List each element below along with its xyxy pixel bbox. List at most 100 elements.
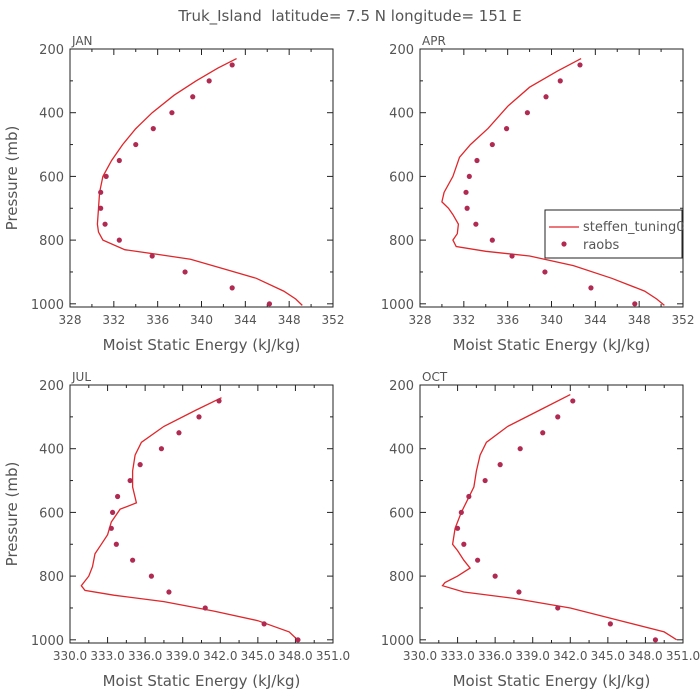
x-tick-label: 348.0 (628, 649, 662, 663)
raobs-point (150, 126, 156, 132)
plot-frame (69, 48, 334, 308)
x-tick-label: 348.0 (278, 649, 312, 663)
raobs-point (466, 173, 472, 180)
x-tick-label: 345.0 (591, 649, 625, 663)
y-tick-label: 600 (389, 506, 414, 521)
raobs-point (503, 126, 510, 132)
legend-obs-swatch (561, 241, 567, 247)
raobs-point (98, 205, 104, 211)
y-tick-label: 200 (389, 379, 414, 394)
model-profile-line (441, 394, 678, 641)
raobs-point (133, 141, 139, 148)
raobs-point (475, 557, 481, 563)
x-tick-label: 342.0 (553, 649, 587, 663)
raobs-point (108, 525, 114, 531)
raobs-point (202, 605, 208, 611)
x-tick-label: 351.0 (316, 649, 350, 663)
raobs-point (229, 62, 235, 68)
raobs-point (182, 269, 188, 275)
raobs-point (461, 541, 467, 547)
legend-obs-label: raobs (583, 238, 620, 253)
x-tick-label: 345.0 (241, 649, 275, 663)
raobs-point (607, 621, 613, 627)
x-tick-label: 330.0 (53, 649, 87, 663)
raobs-point (454, 525, 461, 531)
x-tick-label: 330.0 (403, 649, 437, 663)
raobs-point (137, 462, 143, 468)
y-tick-label: 600 (39, 170, 64, 185)
legend-box (544, 209, 683, 259)
raobs-point (474, 157, 480, 164)
x-tick-label: 333.0 (440, 649, 474, 663)
panel-label: JUL (71, 370, 91, 384)
raobs-point (229, 285, 235, 291)
raobs-point (116, 237, 122, 243)
raobs-point (176, 430, 182, 436)
raobs-point (190, 94, 196, 100)
x-axis-label: Moist Static Energy (kJ/kg) (103, 672, 301, 690)
raobs-point (102, 221, 108, 227)
plot-frame (419, 48, 684, 308)
raobs-point (473, 221, 479, 227)
raobs-point (114, 493, 121, 500)
x-tick-label: 344 (234, 313, 257, 327)
raobs-point (166, 589, 172, 595)
raobs-point (489, 237, 495, 243)
raobs-point (540, 430, 546, 436)
x-tick-label: 328 (59, 313, 82, 327)
x-tick-label: 340 (540, 313, 563, 327)
panel-oct: 330.0 333.0 336.0 339.0 342.0 345.0 348.0 351.0… (381, 370, 700, 690)
y-tick-label: 800 (389, 234, 414, 249)
raobs-point (103, 173, 109, 180)
raobs-point (466, 493, 472, 500)
x-tick-label: 351.0 (666, 649, 700, 663)
raobs-point (524, 110, 530, 116)
raobs-point (555, 605, 561, 611)
y-tick-label: 200 (39, 379, 64, 394)
y-tick-label: 800 (389, 570, 414, 585)
x-tick-label: 328 (409, 313, 432, 327)
x-tick-label: 336.0 (478, 649, 512, 663)
raobs-point (261, 621, 267, 627)
x-tick-label: 348 (278, 313, 301, 327)
raobs-point (517, 446, 523, 452)
model-profile-line (96, 58, 303, 306)
x-axis-label: Moist Static Energy (kJ/kg) (453, 672, 651, 690)
x-tick-label: 336 (146, 313, 169, 327)
x-tick-label: 336.0 (128, 649, 162, 663)
panel-label: JAN (71, 34, 93, 48)
x-tick-label: 352 (322, 313, 345, 327)
x-tick-label: 332 (102, 313, 125, 327)
raobs-point (169, 110, 175, 116)
model-profile-line (80, 397, 300, 642)
raobs-point (148, 573, 155, 579)
raobs-point (482, 477, 488, 484)
y-tick-label: 400 (389, 107, 414, 122)
raobs-point (116, 157, 122, 164)
raobs-point (130, 557, 136, 563)
raobs-point (149, 253, 155, 259)
raobs-point (295, 637, 301, 643)
panels: 328 332 336 340 344 348 352 200 400 600 800 1000 JAN… (3, 34, 700, 690)
panel-jul: 330.0 333.0 336.0 339.0 342.0 345.0 348.0 351.0… (3, 370, 350, 690)
raobs-point (158, 446, 165, 452)
raobs-point (516, 589, 522, 595)
y-tick-label: 800 (39, 570, 64, 585)
raobs-point (543, 94, 549, 100)
x-axis-label: Moist Static Energy (kJ/kg) (453, 336, 651, 354)
x-tick-label: 348 (628, 313, 651, 327)
x-tick-label: 342.0 (203, 649, 237, 663)
x-tick-label: 339.0 (516, 649, 550, 663)
legend-model-label: steffen_tuning0 (583, 220, 685, 235)
model-profile-line (441, 58, 665, 306)
y-tick-label: 200 (389, 43, 414, 58)
raobs-point (557, 78, 563, 84)
raobs-point (266, 301, 273, 307)
raobs-point (509, 253, 515, 259)
raobs-point (492, 573, 498, 579)
raobs-point (98, 189, 104, 195)
y-tick-label: 800 (39, 234, 64, 249)
x-tick-label: 332 (452, 313, 475, 327)
